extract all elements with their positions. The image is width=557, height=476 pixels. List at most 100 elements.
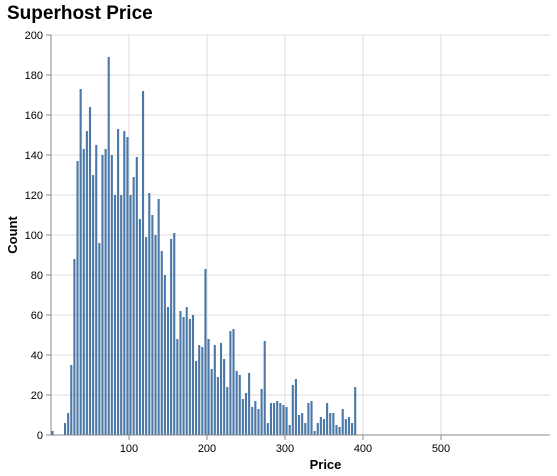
histogram-bar	[347, 417, 351, 435]
histogram-bar	[73, 259, 76, 435]
histogram-bar	[51, 431, 54, 435]
histogram-bar	[329, 413, 332, 435]
histogram-bar	[285, 407, 288, 435]
histogram-bar	[232, 329, 235, 435]
histogram-bar	[198, 345, 201, 435]
y-axis-title: Count	[5, 216, 20, 254]
histogram-bar	[238, 375, 241, 435]
y-tick-label: 120	[25, 190, 43, 202]
histogram-bar	[129, 195, 132, 435]
histogram-bar	[195, 361, 198, 435]
histogram-bar	[176, 339, 179, 435]
histogram-bar	[154, 235, 157, 435]
histogram-bar	[63, 423, 67, 435]
y-tick-label: 20	[31, 390, 43, 402]
histogram-bar	[269, 403, 273, 435]
histogram-bar	[229, 331, 232, 435]
histogram-bar	[251, 407, 254, 435]
histogram-bar	[76, 161, 79, 435]
histogram-bar	[266, 423, 269, 435]
x-tick-label: 400	[354, 443, 372, 455]
histogram-bar	[82, 149, 85, 435]
histogram-bar	[244, 393, 248, 435]
histogram-bar	[117, 129, 120, 435]
histogram-bar	[179, 311, 182, 435]
histogram-bar	[273, 403, 276, 435]
histogram-bar	[126, 137, 129, 435]
histogram-bar	[344, 419, 347, 435]
histogram-bar	[173, 233, 176, 435]
histogram-bar	[79, 89, 82, 435]
histogram-bar	[123, 131, 126, 435]
histogram-bar	[204, 269, 207, 435]
histogram-bar	[88, 107, 92, 435]
histogram-bar	[313, 431, 316, 435]
histogram-bar	[354, 387, 357, 435]
histogram-bar	[145, 237, 148, 435]
x-axis-title: Price	[310, 457, 342, 472]
histogram-bar	[310, 401, 313, 435]
histogram-bar	[235, 371, 238, 435]
x-tick-label: 300	[276, 443, 294, 455]
histogram-bar	[188, 319, 191, 435]
histogram-bar	[201, 347, 204, 435]
histogram-bar	[351, 423, 354, 435]
histogram-bar	[338, 427, 341, 435]
histogram-bar	[216, 377, 219, 435]
histogram-bar	[332, 413, 335, 435]
y-tick-label: 0	[37, 430, 43, 442]
histogram-bar	[148, 193, 151, 435]
histogram-bar	[132, 177, 135, 435]
x-tick-label: 500	[432, 443, 450, 455]
histogram-bar	[210, 369, 213, 435]
bars	[51, 57, 357, 435]
histogram-bar	[335, 425, 338, 435]
y-tick-label: 180	[25, 70, 43, 82]
histogram-bar	[185, 307, 188, 435]
y-tick-label: 200	[25, 30, 43, 42]
histogram-bar	[279, 403, 282, 435]
histogram-bar	[219, 343, 223, 435]
histogram-bar	[85, 131, 88, 435]
histogram-bar	[294, 379, 297, 435]
histogram-bar	[213, 345, 216, 435]
histogram-bar	[95, 145, 98, 435]
histogram-bar	[307, 403, 310, 435]
histogram-bar	[141, 91, 145, 435]
histogram-bar	[301, 413, 304, 435]
histogram-bar	[291, 385, 294, 435]
histogram-bar	[70, 365, 73, 435]
histogram-bar	[101, 155, 104, 435]
histogram-bar	[207, 339, 210, 435]
y-tick-label: 100	[25, 230, 43, 242]
histogram-bar	[322, 419, 326, 435]
histogram-bar	[151, 215, 154, 435]
y-tick-label: 60	[31, 310, 43, 322]
histogram-bar	[341, 409, 344, 435]
grid-lines	[51, 34, 550, 436]
histogram-bar	[263, 341, 266, 435]
histogram-bar	[191, 315, 195, 435]
histogram-bar	[163, 275, 166, 435]
histogram-bar	[113, 195, 117, 435]
histogram-bar	[135, 157, 138, 435]
histogram-bar	[166, 307, 170, 435]
histogram-bar	[170, 239, 173, 435]
histogram-bar	[223, 359, 226, 435]
histogram-bar	[319, 417, 322, 435]
histogram-bar	[182, 317, 185, 435]
histogram-bar	[160, 251, 163, 435]
histogram-bar	[157, 199, 160, 435]
x-tick-label: 100	[120, 443, 138, 455]
histogram-bar	[288, 425, 291, 435]
y-tick-label: 40	[31, 350, 43, 362]
histogram-bar	[104, 149, 107, 435]
histogram-bar	[276, 401, 279, 435]
histogram-bar	[107, 57, 110, 435]
histogram-bar	[297, 415, 301, 435]
axes	[46, 34, 550, 440]
histogram-bar	[241, 399, 244, 435]
y-tick-label: 80	[31, 270, 43, 282]
histogram-bar	[260, 389, 263, 435]
